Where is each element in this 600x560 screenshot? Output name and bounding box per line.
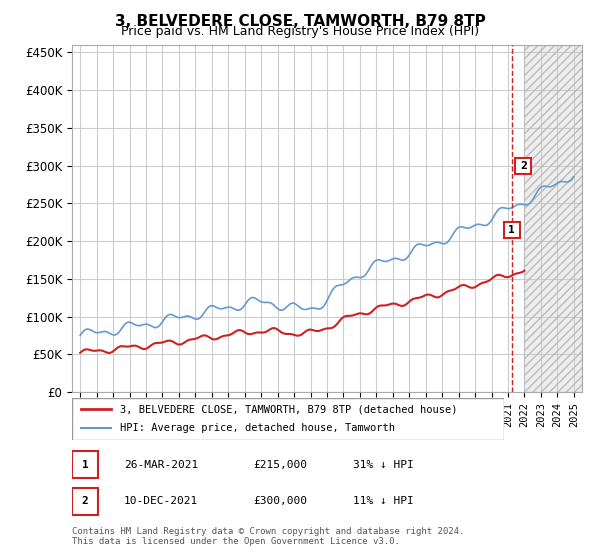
Text: 26-MAR-2021: 26-MAR-2021	[124, 460, 198, 470]
Text: 3, BELVEDERE CLOSE, TAMWORTH, B79 8TP: 3, BELVEDERE CLOSE, TAMWORTH, B79 8TP	[115, 14, 485, 29]
Text: 10-DEC-2021: 10-DEC-2021	[124, 496, 198, 506]
Text: £300,000: £300,000	[253, 496, 307, 506]
Text: HPI: Average price, detached house, Tamworth: HPI: Average price, detached house, Tamw…	[119, 423, 395, 433]
FancyBboxPatch shape	[72, 398, 504, 440]
Text: 11% ↓ HPI: 11% ↓ HPI	[353, 496, 413, 506]
FancyBboxPatch shape	[72, 488, 98, 515]
Text: £215,000: £215,000	[253, 460, 307, 470]
Bar	[524, 45, 582, 392]
Text: Contains HM Land Registry data © Crown copyright and database right 2024.
This d: Contains HM Land Registry data © Crown c…	[72, 526, 464, 546]
Text: 2: 2	[82, 496, 88, 506]
Text: 31% ↓ HPI: 31% ↓ HPI	[353, 460, 413, 470]
Bar	[524, 45, 582, 392]
Text: 1: 1	[508, 225, 515, 235]
Text: 1: 1	[82, 460, 88, 470]
Text: 3, BELVEDERE CLOSE, TAMWORTH, B79 8TP (detached house): 3, BELVEDERE CLOSE, TAMWORTH, B79 8TP (d…	[119, 404, 457, 414]
Text: 2: 2	[520, 161, 527, 171]
Text: Price paid vs. HM Land Registry's House Price Index (HPI): Price paid vs. HM Land Registry's House …	[121, 25, 479, 38]
FancyBboxPatch shape	[72, 451, 98, 478]
